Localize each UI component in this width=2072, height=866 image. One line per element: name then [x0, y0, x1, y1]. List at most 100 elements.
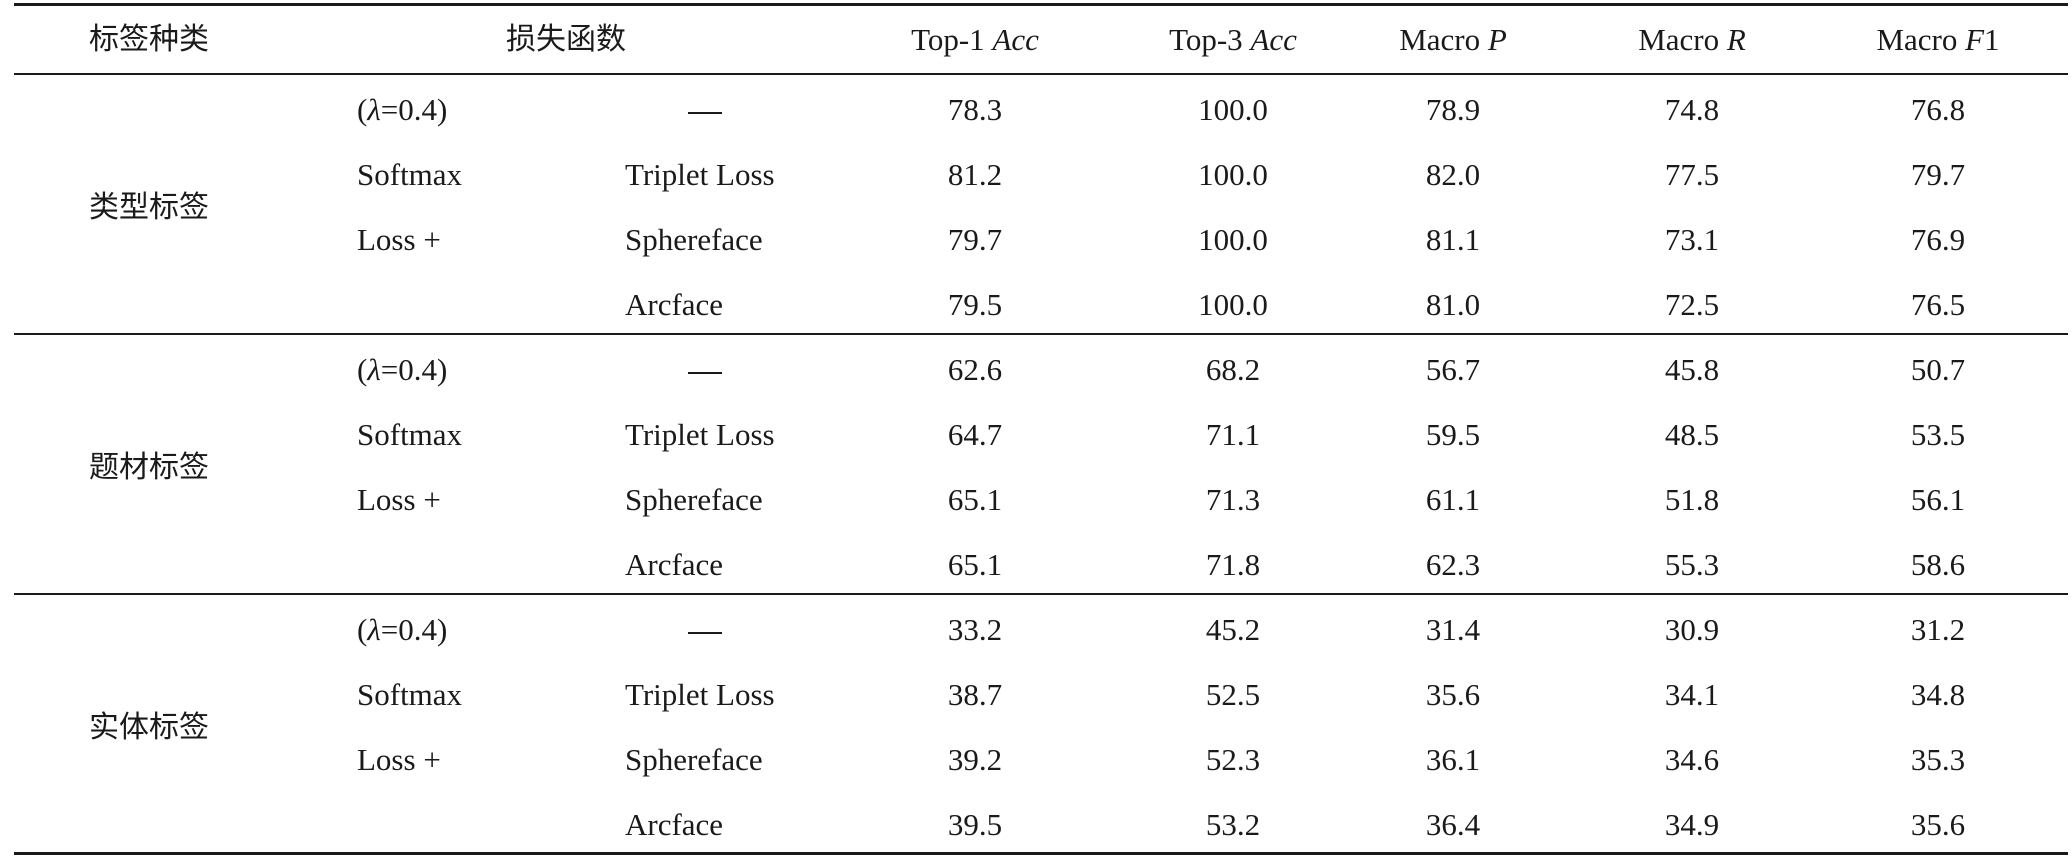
macro-r-value: 48.5: [1664, 417, 1720, 452]
macro-r-value: 73.1: [1664, 222, 1720, 257]
macro-r-value: 72.5: [1664, 287, 1720, 322]
top1-value: 39.5: [947, 807, 1003, 842]
lambda-symbol: λ: [367, 352, 381, 387]
top1-value: 65.1: [947, 547, 1003, 582]
group-name: 类型标签: [89, 189, 209, 225]
top1-value: 39.2: [947, 742, 1003, 777]
header-macro-r: Macro R: [1638, 22, 1746, 57]
method-name: Triplet Loss: [625, 677, 775, 712]
top1-value: 64.7: [947, 417, 1003, 452]
loss-label-line: Softmax: [357, 677, 463, 712]
loss-label-line: (λ=0.4): [357, 612, 448, 647]
header-top3-acc: Top-3 Acc: [1169, 22, 1297, 57]
top1-value: 79.5: [947, 287, 1003, 322]
top1-value: 79.7: [947, 222, 1003, 257]
loss-label-line: (λ=0.4): [357, 92, 448, 127]
top3-value: 68.2: [1205, 352, 1261, 387]
macro-p-value: 81.0: [1425, 287, 1481, 322]
method-name: Triplet Loss: [625, 157, 775, 192]
top3-value: 53.2: [1205, 807, 1261, 842]
macro-r-value: 55.3: [1664, 547, 1720, 582]
macro-f1-value: 35.6: [1910, 807, 1966, 842]
macro-r-value: 34.9: [1664, 807, 1720, 842]
macro-r-value: 30.9: [1664, 612, 1720, 647]
method-name: Sphereface: [625, 742, 763, 777]
macro-f1-value: 76.5: [1910, 287, 1966, 322]
top3-value: 100.0: [1198, 157, 1268, 192]
top3-value: 52.3: [1205, 742, 1261, 777]
macro-f1-value: 50.7: [1910, 352, 1966, 387]
macro-f1-value: 56.1: [1910, 482, 1966, 517]
top1-value: 38.7: [947, 677, 1003, 712]
header-macro-f1: Macro F1: [1876, 22, 2000, 57]
no-method-dash: [688, 90, 722, 130]
macro-p-value: 31.4: [1425, 612, 1481, 647]
macro-r-value: 34.6: [1664, 742, 1720, 777]
macro-f1-value: 31.2: [1910, 612, 1966, 647]
top1-value: 62.6: [947, 352, 1003, 387]
method-name: Arcface: [625, 547, 724, 582]
top3-value: 71.3: [1205, 482, 1261, 517]
macro-f1-value: 76.9: [1910, 222, 1966, 257]
header-rule: [14, 73, 2068, 75]
macro-r-value: 51.8: [1664, 482, 1720, 517]
macro-p-value: 82.0: [1425, 157, 1481, 192]
macro-p-value: 59.5: [1425, 417, 1481, 452]
macro-f1-value: 35.3: [1910, 742, 1966, 777]
macro-p-value: 61.1: [1425, 482, 1481, 517]
macro-p-value: 36.4: [1425, 807, 1481, 842]
method-name: Sphereface: [625, 222, 763, 257]
macro-f1-value: 58.6: [1910, 547, 1966, 582]
macro-f1-value: 76.8: [1910, 92, 1966, 127]
macro-r-value: 77.5: [1664, 157, 1720, 192]
top1-value: 81.2: [947, 157, 1003, 192]
macro-f1-value: 79.7: [1910, 157, 1966, 192]
loss-label-line: Softmax: [357, 157, 463, 192]
top1-value: 78.3: [947, 92, 1003, 127]
header-macro-p: Macro P: [1399, 22, 1507, 57]
header-loss-function: 损失函数: [506, 22, 626, 57]
loss-label-line: Loss +: [357, 482, 441, 517]
method-name: Sphereface: [625, 482, 763, 517]
group-name: 题材标签: [89, 449, 209, 485]
bottom-rule: [14, 852, 2068, 855]
no-method-dash: [688, 350, 722, 390]
top3-value: 45.2: [1205, 612, 1261, 647]
macro-r-value: 74.8: [1664, 92, 1720, 127]
top-rule: [14, 3, 2068, 6]
macro-p-value: 62.3: [1425, 547, 1481, 582]
loss-label-line: Softmax: [357, 417, 463, 452]
top3-value: 52.5: [1205, 677, 1261, 712]
header-label-type: 标签种类: [89, 22, 209, 57]
group-divider-2: [14, 593, 2068, 595]
top3-value: 71.8: [1205, 547, 1261, 582]
method-name: Arcface: [625, 287, 724, 322]
lambda-symbol: λ: [367, 612, 381, 647]
method-name: Triplet Loss: [625, 417, 775, 452]
header-top1-acc: Top-1 Acc: [911, 22, 1039, 57]
macro-r-value: 45.8: [1664, 352, 1720, 387]
macro-r-value: 34.1: [1664, 677, 1720, 712]
macro-f1-value: 34.8: [1910, 677, 1966, 712]
top1-value: 65.1: [947, 482, 1003, 517]
top3-value: 71.1: [1205, 417, 1261, 452]
macro-p-value: 36.1: [1425, 742, 1481, 777]
top1-value: 33.2: [947, 612, 1003, 647]
group-divider-1: [14, 333, 2068, 335]
loss-label-line: Loss +: [357, 222, 441, 257]
macro-p-value: 35.6: [1425, 677, 1481, 712]
method-name: Arcface: [625, 807, 724, 842]
top3-value: 100.0: [1198, 287, 1268, 322]
macro-p-value: 56.7: [1425, 352, 1481, 387]
lambda-symbol: λ: [367, 92, 381, 127]
no-method-dash: [688, 610, 722, 650]
macro-p-value: 78.9: [1425, 92, 1481, 127]
top3-value: 100.0: [1198, 222, 1268, 257]
group-name: 实体标签: [89, 709, 209, 745]
loss-label-line: (λ=0.4): [357, 352, 448, 387]
macro-f1-value: 53.5: [1910, 417, 1966, 452]
loss-label-line: Loss +: [357, 742, 441, 777]
macro-p-value: 81.1: [1425, 222, 1481, 257]
top3-value: 100.0: [1198, 92, 1268, 127]
